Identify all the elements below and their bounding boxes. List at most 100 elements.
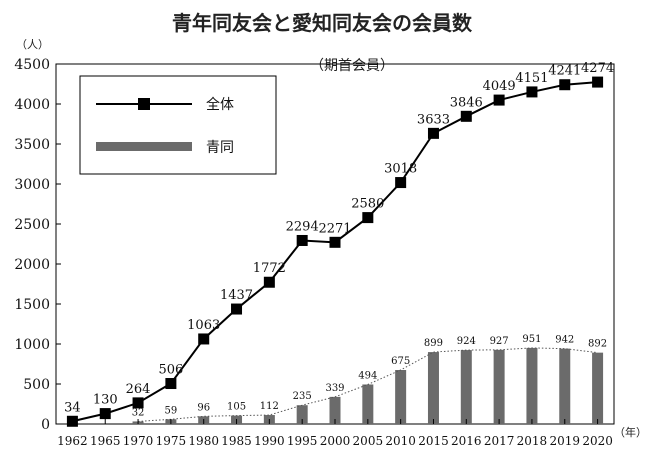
x-tick-label: 1980 [188,434,219,448]
bar [526,347,538,424]
bar-data-label: 892 [588,339,607,350]
line-point [559,79,571,91]
bar-data-label: 675 [391,356,410,367]
x-tick-label: 1975 [156,434,187,448]
line-point [231,303,243,315]
line-point [263,276,275,288]
line-data-label: 2271 [318,221,351,236]
x-tick-label: 1965 [90,434,121,448]
line-point [296,234,308,246]
bar-data-label: 112 [260,401,279,412]
bar-data-label: 951 [522,334,541,345]
chart-subtitle: （期首会員） [310,58,394,74]
x-tick-label: 2020 [582,434,613,448]
legend-label-total: 全体 [206,96,234,113]
line-point [165,378,177,390]
bar-data-label: 235 [293,391,312,402]
x-tick-label: 1962 [57,434,88,448]
bar-data-label: 494 [358,370,377,381]
y-tick-label: 1500 [14,297,50,313]
y-tick-label: 4000 [14,97,50,113]
bar-trend-line [138,347,598,422]
line-data-label: 4049 [483,79,516,94]
line-point [460,110,472,122]
line-data-label: 4241 [548,64,581,79]
x-tick-label: 1995 [287,434,318,448]
y-tick-label: 0 [41,417,50,433]
line-data-label: 4151 [515,71,548,86]
line-data-label: 2580 [351,197,384,212]
axes: 0 500 1000 1500 2000 2500 3000 3500 4000 4500 1962… [14,57,613,448]
line-point [592,76,604,88]
legend-label-seido: 青同 [206,140,234,156]
x-tick-label: 1985 [221,434,252,448]
bar-data-label: 96 [197,402,210,413]
line-point [132,397,144,409]
line-data-label: 130 [93,393,118,408]
y-tick-label: 2500 [14,217,50,233]
line-data-label: 34 [64,400,81,415]
bar-trend-path [138,347,598,422]
bar [362,384,374,424]
line-point [427,127,439,139]
y-tick-label: 3000 [14,177,50,193]
bar-data-label: 942 [555,335,574,346]
bar-series-seido: 32 59 96 105 112 235 339 494 675 899 924 927 951 942 8… [132,334,607,424]
bar [559,348,571,424]
line-data-label: 264 [126,382,151,397]
bar [296,405,308,424]
y-tick-label: 3500 [14,137,50,153]
chart-title: 青年同友会と愛知同友会の会員数 [172,11,473,35]
line-data-label: 2294 [286,219,319,234]
legend-square-marker [138,98,150,110]
bar-data-label: 924 [457,336,476,347]
line-point [329,236,341,248]
y-tick-label: 500 [23,377,50,393]
x-tick-label: 2010 [385,434,416,448]
line-data-label: 1772 [253,261,286,276]
line-data-label: 3633 [417,112,450,127]
line-data-label: 3018 [384,162,417,177]
line-point [395,177,407,189]
legend: 全体 青同 [79,75,277,175]
bar [395,370,407,424]
bar-data-label: 339 [325,383,344,394]
y-tick-label: 1000 [14,337,50,353]
bar [427,352,439,424]
x-tick-label: 1990 [254,434,285,448]
line-data-label: 1437 [220,288,253,303]
line-point [526,86,538,98]
line-data-label: 506 [158,363,183,378]
bar-data-label: 59 [165,405,178,416]
x-axis-unit: （年） [614,425,645,439]
x-tick-label: 2018 [517,434,548,448]
line-point [99,408,111,420]
bar [592,352,604,424]
bar-data-label: 32 [132,407,145,418]
line-point [493,94,505,106]
y-axis-unit: （人） [16,38,49,51]
legend-box [79,75,277,175]
line-data-label: 1063 [187,318,220,333]
bar [493,349,505,424]
bar-data-label: 105 [227,402,246,413]
bar [329,396,341,424]
x-tick-label: 2000 [320,434,351,448]
line-data-label: 3846 [450,95,483,110]
bar-data-label: 927 [490,336,509,347]
x-tick-label: 2005 [353,434,384,448]
legend-bar-swatch [96,142,192,151]
line-point [198,333,210,345]
x-tick-label: 2019 [549,434,580,448]
x-tick-label: 1970 [123,434,154,448]
x-tick-label: 2017 [484,434,515,448]
bar-data-label: 899 [424,338,443,349]
x-tick-label: 2016 [451,434,482,448]
bar [460,350,472,424]
line-point [362,212,374,224]
x-tick-label: 2015 [418,434,449,448]
line-data-label: 4274 [581,61,614,76]
